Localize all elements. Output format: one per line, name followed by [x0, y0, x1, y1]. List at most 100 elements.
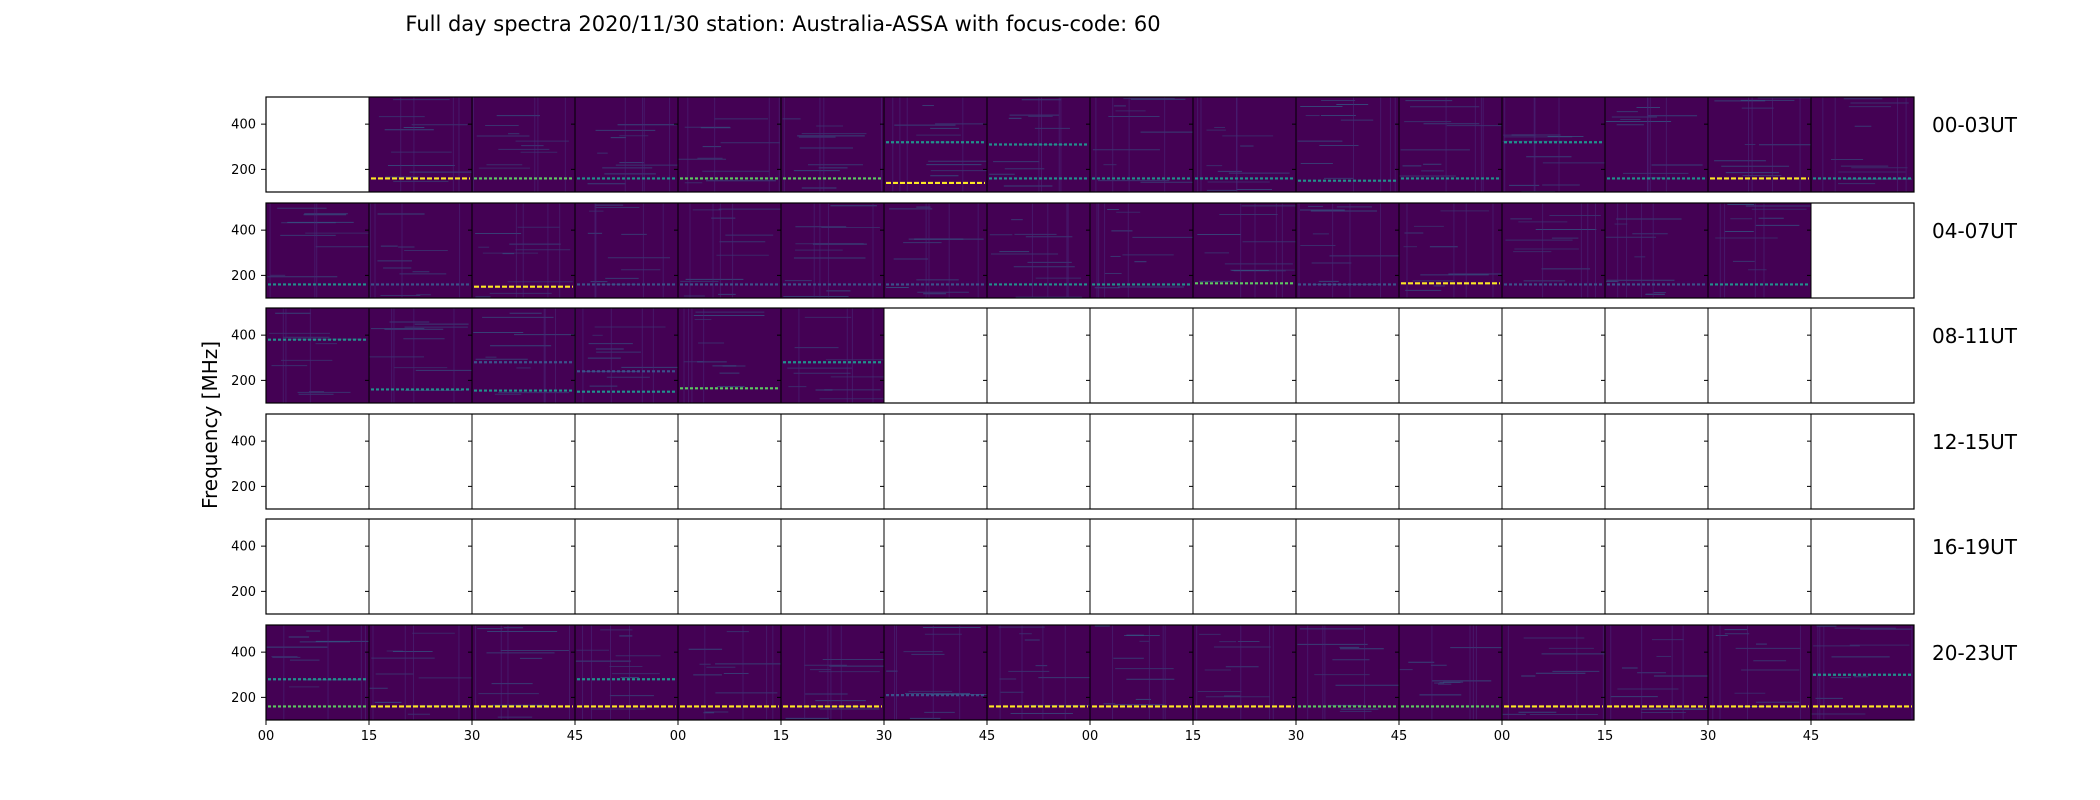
- row-frame: [265, 307, 1915, 404]
- spectrum-panel: [266, 625, 369, 720]
- row-time-label: 08-11UT: [1932, 324, 2018, 348]
- panel-background: [575, 414, 678, 509]
- spectrum-panel: [1601, 625, 1708, 720]
- panel-background: [1708, 519, 1811, 614]
- panel-background: [1090, 203, 1193, 298]
- panel-background: [987, 625, 1090, 720]
- empty-panel: [1395, 519, 1502, 614]
- panel-background: [1502, 414, 1605, 509]
- panel-background: [1193, 519, 1296, 614]
- empty-panel: [1807, 308, 1914, 403]
- panel-background: [1090, 414, 1193, 509]
- y-tick-label: 200: [231, 585, 256, 600]
- x-tick-label: 15: [1185, 729, 1202, 744]
- panel-background: [1811, 97, 1914, 192]
- panel-background: [1193, 414, 1296, 509]
- spectrum-panel: [1086, 625, 1193, 720]
- panel-background: [781, 519, 884, 614]
- panel-background: [472, 519, 575, 614]
- spectrum-panel: [468, 203, 575, 298]
- empty-panel: [1704, 414, 1811, 509]
- empty-panel: [1704, 308, 1811, 403]
- y-tick-label: 200: [231, 163, 256, 178]
- empty-panel: [1086, 308, 1193, 403]
- empty-panel: [1601, 414, 1708, 509]
- empty-panel: [571, 414, 678, 509]
- panel-background: [884, 203, 987, 298]
- spectrum-panel: [777, 203, 884, 298]
- empty-panel: [1498, 308, 1605, 403]
- panel-background: [678, 203, 781, 298]
- spectrum-panel: [1395, 625, 1502, 720]
- empty-panel: [1189, 519, 1296, 614]
- empty-panel: [1807, 519, 1914, 614]
- spectrum-panel: [1807, 625, 1914, 720]
- y-axis-label: Frequency [MHz]: [198, 341, 222, 509]
- spectra-row: 400 200 04-07UT: [231, 202, 2018, 299]
- spectra-row: 400 200 20-23UT: [231, 624, 2018, 721]
- spectrum-panel: [365, 97, 472, 192]
- empty-panel: [266, 97, 369, 192]
- x-tick-label: 00: [1494, 729, 1511, 744]
- x-tick-label: 45: [1391, 729, 1408, 744]
- spectrum-panel: [468, 97, 575, 192]
- panel-background: [1811, 519, 1914, 614]
- spectrum-panel: [1601, 97, 1708, 192]
- panel-background: [1811, 203, 1914, 298]
- spectrum-panel: [777, 308, 884, 403]
- panel-background: [1399, 414, 1502, 509]
- panel-background: [1296, 519, 1399, 614]
- panel-background: [1399, 519, 1502, 614]
- x-tick-label: 15: [361, 729, 378, 744]
- spectrum-panel: [1292, 97, 1399, 192]
- empty-panel: [266, 414, 369, 509]
- panel-background: [884, 414, 987, 509]
- y-tick-label: 200: [231, 691, 256, 706]
- empty-panel: [880, 308, 987, 403]
- spectrum-panel: [1189, 203, 1296, 298]
- spectrum-panel: [880, 625, 987, 720]
- panel-background: [1296, 97, 1399, 192]
- empty-panel: [1498, 519, 1605, 614]
- empty-panel: [1601, 519, 1708, 614]
- spectrum-panel: [1189, 97, 1296, 192]
- spectrum-panel: [265, 203, 369, 298]
- panel-background: [266, 519, 369, 614]
- panel-background: [1090, 97, 1193, 192]
- x-tick-label: 00: [1082, 729, 1099, 744]
- row-time-label: 16-19UT: [1932, 535, 2018, 559]
- spectrum-panel: [365, 308, 472, 403]
- panel-background: [678, 308, 781, 403]
- empty-panel: [1601, 308, 1708, 403]
- x-tick-label: 30: [464, 729, 481, 744]
- y-tick-label: 200: [231, 480, 256, 495]
- empty-panel: [1807, 414, 1914, 509]
- panel-background: [1399, 97, 1502, 192]
- empty-panel: [1292, 414, 1399, 509]
- spectrum-panel: [983, 625, 1090, 720]
- x-tick-label: 15: [1597, 729, 1614, 744]
- spectra-row: 400 200 12-15UT: [231, 413, 2018, 510]
- spectrum-panel: [674, 203, 781, 298]
- panel-background: [678, 519, 781, 614]
- panel-background: [987, 414, 1090, 509]
- spectrum-panel: [1395, 97, 1502, 192]
- panel-background: [781, 97, 884, 192]
- empty-panel: [1395, 414, 1502, 509]
- empty-panel: [1292, 519, 1399, 614]
- spectrum-panel: [1395, 203, 1502, 298]
- empty-panel: [777, 414, 884, 509]
- panel-background: [678, 97, 781, 192]
- spectrum-panel: [674, 308, 781, 403]
- row-frame: [265, 202, 1915, 299]
- panel-background: [369, 97, 472, 192]
- spectrum-panel: [1498, 97, 1605, 192]
- spectrum-panel: [1704, 97, 1811, 192]
- row-time-label: 12-15UT: [1932, 430, 2018, 454]
- panel-background: [1605, 308, 1708, 403]
- spectrum-panel: [983, 203, 1090, 298]
- empty-panel: [880, 414, 987, 509]
- panel-background: [472, 308, 575, 403]
- spectrum-panel: [1086, 203, 1193, 298]
